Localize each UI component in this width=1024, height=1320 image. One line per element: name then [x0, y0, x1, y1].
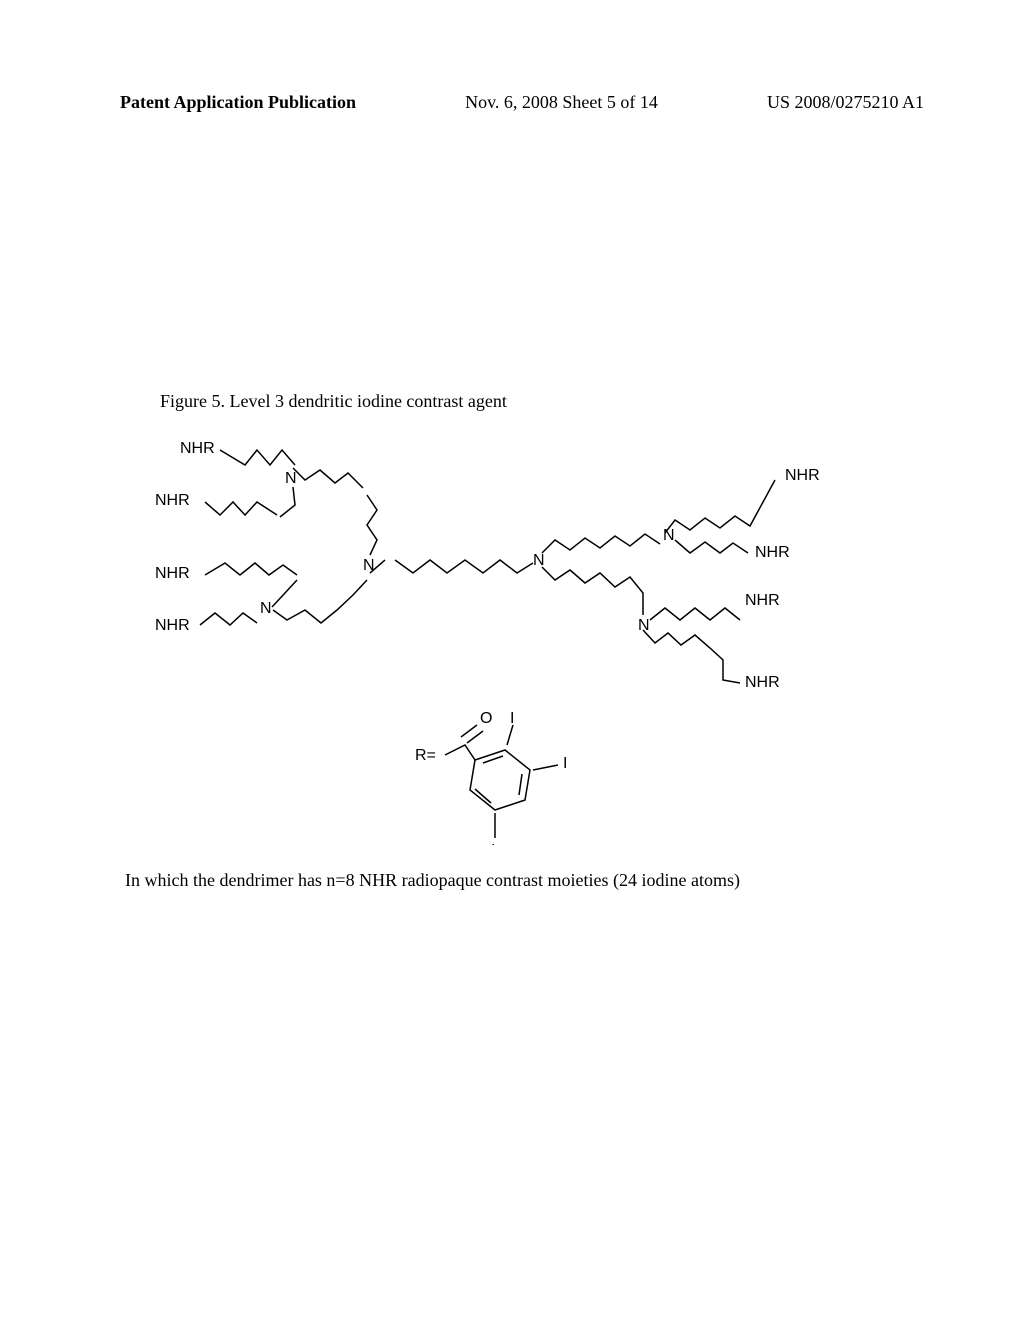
nhr-label: NHR: [745, 674, 780, 691]
nhr-label: NHR: [155, 492, 190, 509]
nhr-label: NHR: [755, 544, 790, 561]
r-equals-label: R=: [415, 747, 436, 764]
n-label: N: [285, 470, 297, 487]
figure-footer: In which the dendrimer has n=8 NHR radio…: [125, 870, 740, 891]
o-label: O: [480, 710, 492, 727]
header-publication: Patent Application Publication: [120, 92, 356, 113]
i-label: I: [563, 755, 567, 772]
header-date-sheet: Nov. 6, 2008 Sheet 5 of 14: [465, 92, 658, 113]
n-label: N: [663, 527, 675, 544]
figure-caption: Figure 5. Level 3 dendritic iodine contr…: [160, 391, 507, 412]
n-label: N: [363, 557, 375, 574]
nhr-label: NHR: [745, 592, 780, 609]
n-label: N: [260, 600, 272, 617]
n-label: N: [638, 617, 650, 634]
chemical-structure: NHR NHR NHR NHR NHR NHR NHR NHR N N N N …: [145, 425, 865, 845]
page-header: Patent Application Publication Nov. 6, 2…: [120, 92, 924, 113]
i-label: I: [491, 842, 495, 845]
nhr-label: NHR: [180, 440, 215, 457]
header-patent-number: US 2008/0275210 A1: [767, 92, 924, 113]
nhr-label: NHR: [155, 565, 190, 582]
nhr-label: NHR: [155, 617, 190, 634]
i-label: I: [510, 710, 514, 727]
nhr-label: NHR: [785, 467, 820, 484]
n-label: N: [533, 552, 545, 569]
